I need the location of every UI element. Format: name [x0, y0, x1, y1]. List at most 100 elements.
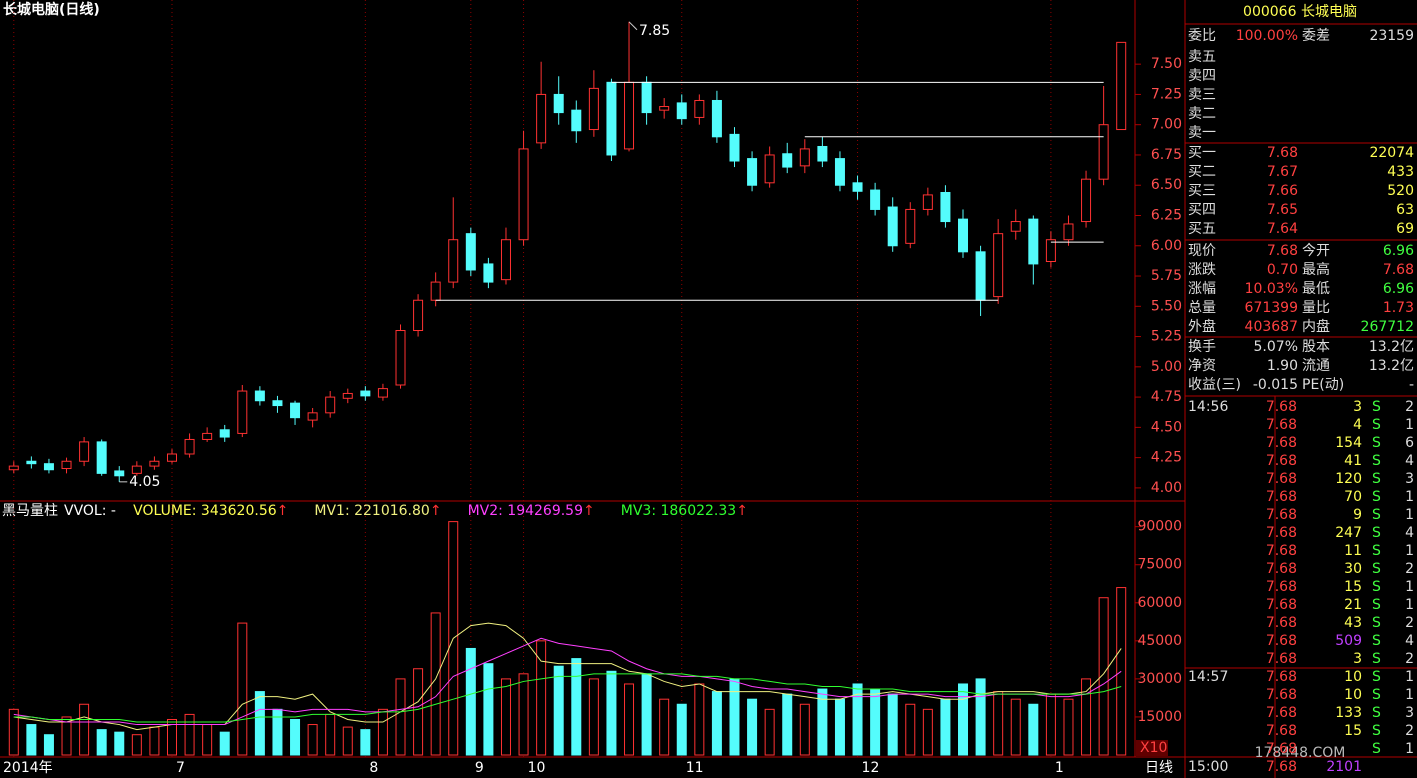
- tick-side: S: [1372, 669, 1381, 685]
- volume-bar: [184, 713, 195, 756]
- bid-volume: 520: [1387, 183, 1414, 199]
- bid-volume: 63: [1396, 202, 1414, 218]
- candle-body: [729, 133, 740, 162]
- tick-price: 7.68: [1266, 741, 1297, 757]
- tick-price: 7.68: [1266, 705, 1297, 721]
- volume-bar: [1116, 587, 1127, 756]
- tick-price: 7.68: [1266, 453, 1297, 469]
- volume-bar: [975, 678, 986, 756]
- tick-price: 7.68: [1266, 651, 1297, 667]
- panel-label: 收益(三): [1188, 377, 1241, 393]
- volume-bar: [202, 724, 213, 756]
- tick-volume: 11: [1344, 543, 1362, 559]
- tick-price: 7.68: [1266, 417, 1297, 433]
- candle-body: [940, 191, 951, 223]
- candle-body: [413, 299, 424, 332]
- tick-count: 1: [1405, 597, 1414, 613]
- tick-price: 7.68: [1266, 579, 1297, 595]
- candle-body: [747, 158, 758, 186]
- candle-body: [377, 388, 388, 398]
- volume-bar: [799, 703, 810, 756]
- volume-bar: [377, 708, 388, 756]
- panel-label: 内盘: [1302, 318, 1330, 335]
- volume-bar: [114, 731, 125, 756]
- tick-side: S: [1372, 561, 1381, 577]
- volume-bar: [659, 698, 670, 756]
- candle-body: [237, 390, 248, 434]
- candle-body: [131, 465, 142, 474]
- panel-label: 委差: [1302, 28, 1330, 44]
- candle-body: [606, 81, 617, 156]
- y-tick-label: 6.00: [1151, 238, 1182, 254]
- volume-bar: [254, 691, 265, 756]
- tick-volume: 4: [1353, 417, 1362, 433]
- legend-item: 黑马量柱: [2, 503, 58, 519]
- tick-side: S: [1372, 543, 1381, 559]
- bid-label: 买二: [1188, 164, 1216, 180]
- panel-value: 13.2亿: [1369, 358, 1414, 374]
- panel-label: 净资: [1188, 358, 1216, 374]
- tick-count: 4: [1405, 525, 1414, 541]
- candle-body: [1028, 218, 1039, 265]
- y-tick-label: 5.25: [1151, 329, 1182, 345]
- bid-volume: 22074: [1369, 145, 1414, 161]
- unit-box: [1136, 740, 1168, 756]
- tick-volume: 15: [1344, 579, 1362, 595]
- volume-bar: [694, 683, 705, 756]
- candle-body: [694, 99, 705, 118]
- volume-bar: [887, 693, 898, 756]
- panel-label: 委比: [1188, 28, 1216, 44]
- bid-label: 买一: [1188, 145, 1216, 161]
- legend-item: MV2: 194269.59: [468, 503, 583, 519]
- candle-body: [536, 93, 547, 144]
- tick-count: 1: [1405, 579, 1414, 595]
- panel-value: 13.2亿: [1369, 339, 1414, 355]
- panel-label: 今开: [1302, 243, 1330, 259]
- tick-side: S: [1372, 417, 1381, 433]
- ma-line: [13, 673, 1122, 723]
- candle-body: [1081, 178, 1092, 223]
- bid-label: 买五: [1188, 221, 1216, 237]
- volume-bar: [26, 724, 37, 756]
- x-tick-label: 11: [686, 760, 704, 776]
- panel-label: 外盘: [1188, 318, 1216, 335]
- candle-body: [887, 206, 898, 247]
- tick-volume: 9: [1353, 507, 1362, 523]
- tick-volume: 509: [1335, 633, 1362, 649]
- candle-body: [500, 239, 511, 281]
- candle-body: [834, 158, 845, 186]
- volume-bar: [43, 734, 54, 756]
- candle-body: [430, 281, 441, 301]
- volume-bar: [465, 647, 476, 756]
- y-tick-label: 7.50: [1151, 56, 1182, 72]
- candle-body: [817, 145, 828, 162]
- volume-bar: [360, 729, 371, 756]
- y-tick-label: 45000: [1137, 633, 1182, 649]
- volume-bar: [782, 693, 793, 756]
- tick-count: 1: [1405, 687, 1414, 703]
- panel-value: 403687: [1245, 319, 1298, 335]
- tick-side: S: [1372, 507, 1381, 523]
- panel-value: 6.96: [1383, 243, 1414, 259]
- tick-count: 6: [1405, 435, 1414, 451]
- tick-count: 2: [1405, 651, 1414, 667]
- tick-volume: 3: [1353, 651, 1362, 667]
- candle-body: [272, 400, 283, 407]
- tick-count: 2: [1405, 723, 1414, 739]
- panel-label: PE(动): [1302, 377, 1344, 393]
- tick-price: 7.68: [1266, 561, 1297, 577]
- panel-value: 10.03%: [1245, 281, 1298, 297]
- tick-time: 15:00: [1188, 759, 1228, 775]
- candle-body: [483, 263, 494, 283]
- ask-label: 卖四: [1188, 68, 1216, 84]
- candle-body: [342, 392, 353, 399]
- bid-price: 7.64: [1267, 221, 1298, 237]
- panel-value: 23159: [1369, 28, 1414, 44]
- volume-bar: [290, 718, 301, 756]
- legend-item: VOLUME: 343620.56: [133, 503, 277, 519]
- tick-side: S: [1372, 615, 1381, 631]
- legend-item: MV3: 186022.33: [621, 503, 736, 519]
- volume-bar: [430, 612, 441, 756]
- candle-body: [852, 182, 863, 192]
